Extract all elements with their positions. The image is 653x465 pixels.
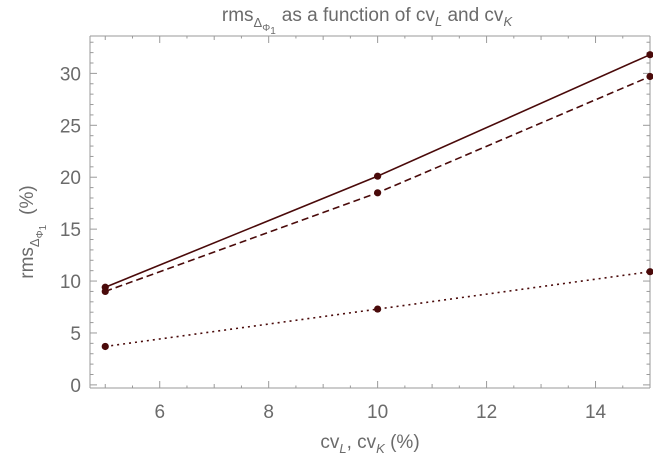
y-tick-label: 25 bbox=[60, 116, 81, 137]
x-tick-label: 14 bbox=[585, 402, 607, 423]
y-tick-label: 10 bbox=[60, 272, 81, 293]
data-point-dotted bbox=[101, 342, 109, 351]
svg-text:rmsΔΦ1(%): rmsΔΦ1(%) bbox=[17, 185, 49, 278]
y-tick-label: 5 bbox=[70, 324, 81, 345]
data-point-dashed bbox=[374, 189, 382, 197]
data-point-dashed bbox=[101, 287, 109, 296]
x-tick-label: 6 bbox=[154, 402, 165, 423]
x-axis-label: cvL, cvK (%) bbox=[320, 432, 419, 456]
x-tick-label: 12 bbox=[476, 402, 497, 423]
axis-ticks: 6 8 10 12 14 0 5 10 15 20 25 30 bbox=[60, 36, 651, 423]
plot-frame bbox=[89, 35, 651, 389]
series-layer bbox=[101, 51, 653, 351]
series-line-dotted bbox=[105, 270, 651, 348]
series-line-dashed bbox=[104, 75, 651, 293]
x-tick-label: 8 bbox=[263, 402, 274, 423]
data-point-dashed bbox=[646, 72, 653, 81]
y-tick-label: 20 bbox=[60, 168, 81, 189]
y-tick-label: 30 bbox=[60, 64, 81, 85]
data-point-dotted bbox=[646, 268, 653, 276]
y-tick-label: 0 bbox=[70, 376, 81, 397]
series-line-solid bbox=[104, 53, 651, 289]
x-tick-label: 10 bbox=[367, 402, 388, 423]
y-axis-label: rmsΔΦ1(%) bbox=[17, 185, 49, 278]
y-tick-label: 15 bbox=[60, 220, 81, 241]
data-point-dotted bbox=[374, 305, 382, 313]
chart-title: rmsΔΦ1as a function of cvL and cvK bbox=[222, 5, 514, 37]
data-point-solid bbox=[646, 51, 653, 59]
data-point-solid bbox=[374, 172, 382, 180]
